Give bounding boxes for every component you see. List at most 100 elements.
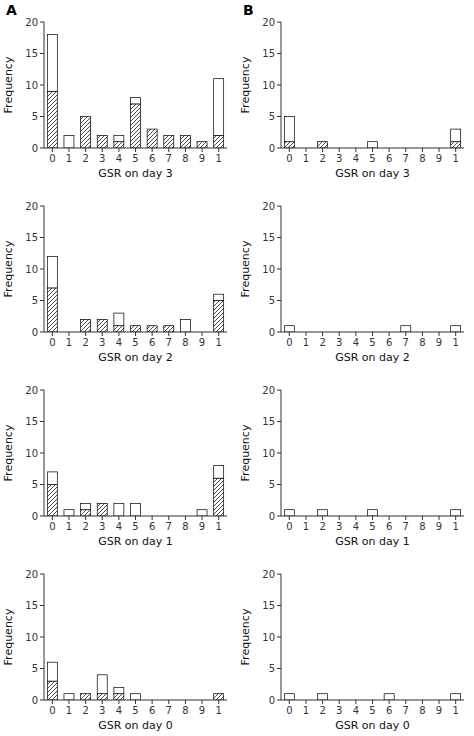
x-tick-label: 7 <box>403 705 409 716</box>
x-tick <box>422 700 423 704</box>
bar-segment <box>131 503 141 516</box>
y-tick <box>40 116 44 117</box>
y-axis-label: Frequency <box>2 424 15 481</box>
bar-segment <box>81 319 91 332</box>
x-tick-label: 5 <box>369 337 375 348</box>
x-tick <box>102 516 103 520</box>
x-tick-label: 5 <box>132 705 138 716</box>
bar-segment <box>97 135 107 136</box>
bar-segment <box>64 510 74 516</box>
x-tick-label: 9 <box>199 705 205 716</box>
bar-segment <box>47 256 57 288</box>
x-tick <box>405 148 406 152</box>
bar-segment <box>97 319 107 320</box>
y-tick <box>277 53 281 54</box>
bar-segment <box>97 694 107 700</box>
y-tick-label: 0 <box>32 511 38 522</box>
x-tick-label: 9 <box>436 705 442 716</box>
x-tick-label: 6 <box>386 705 392 716</box>
y-tick-label: 10 <box>25 632 38 643</box>
x-tick-label: 7 <box>166 521 172 532</box>
y-tick-label: 15 <box>262 48 275 59</box>
x-tick <box>422 332 423 336</box>
y-tick <box>277 148 281 149</box>
x-tick <box>118 148 119 152</box>
y-tick-label: 20 <box>262 201 275 212</box>
x-tick-label: 7 <box>403 521 409 532</box>
x-tick-label: 8 <box>419 153 425 164</box>
x-tick <box>322 332 323 336</box>
x-tick-label: 1 <box>66 705 72 716</box>
x-tick-label: 4 <box>353 337 359 348</box>
bars <box>284 510 460 516</box>
bar-segment <box>97 503 107 516</box>
x-tick-label: 0 <box>286 153 292 164</box>
x-tick-label: 9 <box>199 153 205 164</box>
y-axis-label: Frequency <box>2 56 15 113</box>
bar-segment <box>131 326 141 332</box>
bar-segment <box>214 693 224 694</box>
x-tick-label: 3 <box>336 153 342 164</box>
x-tick <box>455 148 456 152</box>
y-tick <box>277 637 281 638</box>
bar-segment <box>114 694 124 700</box>
x-tick-label: 0 <box>286 705 292 716</box>
bar-segment <box>131 104 141 148</box>
x-tick <box>202 332 203 336</box>
bar-segment <box>451 129 461 142</box>
y-tick <box>40 332 44 333</box>
bar-segment <box>81 319 91 320</box>
y-tick <box>277 22 281 23</box>
x-tick-label: 1 <box>303 337 309 348</box>
y-axis-label: Frequency <box>2 240 15 297</box>
x-tick <box>355 148 356 152</box>
bar-segment <box>284 117 294 142</box>
y-tick-label: 10 <box>262 264 275 275</box>
y-tick <box>277 300 281 301</box>
bar-segment <box>47 662 57 681</box>
x-tick-label: 4 <box>116 337 122 348</box>
bars <box>47 466 223 516</box>
x-tick <box>68 516 69 520</box>
x-tick-label: 2 <box>82 153 88 164</box>
bar-segment <box>114 503 124 516</box>
x-tick <box>289 700 290 704</box>
bar-segment <box>180 319 190 332</box>
x-tick-label: 1 <box>215 521 221 532</box>
x-tick-label: 6 <box>149 153 155 164</box>
y-tick-label: 5 <box>269 663 275 674</box>
bar-segment <box>97 135 107 148</box>
bar-segment <box>214 135 224 148</box>
y-tick <box>40 668 44 669</box>
bar-segment <box>164 135 174 148</box>
x-tick <box>85 148 86 152</box>
y-tick <box>277 421 281 422</box>
bar-segment <box>97 319 107 332</box>
y-tick-label: 0 <box>269 695 275 706</box>
bar-segment <box>47 35 57 92</box>
x-tick <box>339 332 340 336</box>
y-tick-label: 0 <box>269 327 275 338</box>
x-tick <box>422 148 423 152</box>
x-tick <box>168 516 169 520</box>
x-tick-label: 7 <box>166 705 172 716</box>
x-tick-label: 3 <box>99 153 105 164</box>
x-tick-label: 3 <box>336 521 342 532</box>
y-tick <box>40 516 44 517</box>
y-tick <box>40 605 44 606</box>
x-tick <box>322 700 323 704</box>
x-tick <box>439 700 440 704</box>
y-tick <box>40 300 44 301</box>
y-tick-label: 20 <box>25 17 38 28</box>
x-tick <box>439 516 440 520</box>
bar-segment <box>401 326 411 332</box>
x-tick-label: 2 <box>82 705 88 716</box>
x-tick-label: 6 <box>149 337 155 348</box>
bar-segment <box>180 135 190 136</box>
x-tick-label: 7 <box>166 337 172 348</box>
y-tick <box>277 700 281 701</box>
bar-segment <box>114 326 124 332</box>
y-tick <box>40 484 44 485</box>
x-tick <box>135 332 136 336</box>
y-axis-label: Frequency <box>239 56 252 113</box>
